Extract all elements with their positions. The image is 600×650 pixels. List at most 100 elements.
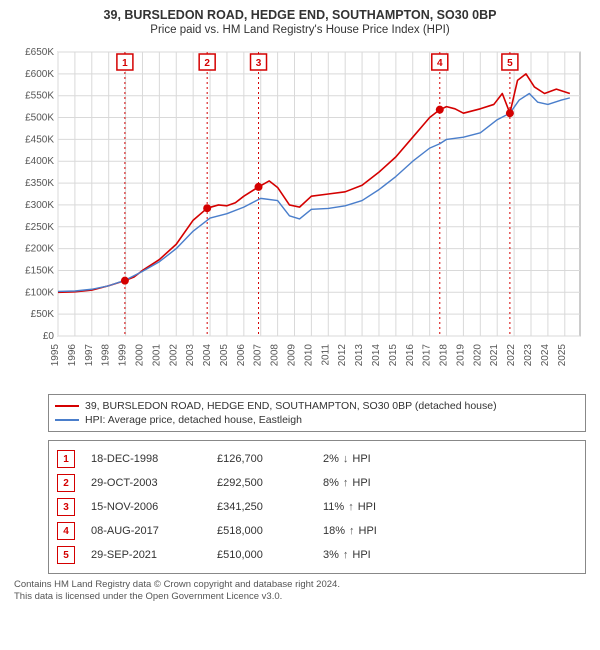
transaction-badge: 3: [57, 498, 75, 516]
footer-notice: Contains HM Land Registry data © Crown c…: [14, 579, 586, 604]
svg-text:2014: 2014: [371, 344, 382, 367]
arrow-up-icon: ↑: [349, 525, 355, 537]
arrow-up-icon: ↑: [343, 477, 349, 489]
delta-suffix: HPI: [359, 525, 377, 537]
legend-label: HPI: Average price, detached house, East…: [85, 414, 302, 426]
chart-area: £0 £50K £100K £150K £200K £250K £300K £350K £400…: [10, 46, 590, 386]
transaction-badge: 4: [57, 522, 75, 540]
svg-text:2006: 2006: [236, 344, 247, 367]
transaction-date: 29-SEP-2021: [91, 549, 211, 561]
svg-text:1995: 1995: [50, 344, 61, 367]
svg-text:2016: 2016: [405, 344, 416, 367]
svg-text:£500K: £500K: [25, 113, 54, 124]
transaction-date: 18-DEC-1998: [91, 453, 211, 465]
transaction-date: 08-AUG-2017: [91, 525, 211, 537]
svg-text:£350K: £350K: [25, 178, 54, 189]
transaction-price: £518,000: [217, 525, 317, 537]
svg-text:£400K: £400K: [25, 156, 54, 167]
svg-text:£150K: £150K: [25, 265, 54, 276]
legend-row: 39, BURSLEDON ROAD, HEDGE END, SOUTHAMPT…: [55, 399, 579, 413]
svg-text:2007: 2007: [253, 344, 264, 367]
svg-text:2012: 2012: [337, 344, 348, 367]
svg-text:1999: 1999: [118, 344, 129, 367]
transaction-badge: 2: [57, 474, 75, 492]
svg-text:2009: 2009: [287, 344, 298, 367]
svg-text:2017: 2017: [422, 344, 433, 367]
transaction-row: 4 08-AUG-2017 £518,000 18% ↑ HPI: [57, 519, 577, 543]
svg-text:2018: 2018: [439, 344, 450, 367]
transaction-delta: 3% ↑HPI: [323, 549, 423, 561]
svg-text:2021: 2021: [489, 344, 500, 367]
delta-pct: 8%: [323, 477, 339, 489]
svg-text:2004: 2004: [202, 344, 213, 367]
transaction-row: 229-OCT-2003£292,5008%↑HPI: [57, 471, 577, 495]
transaction-delta: 18% ↑ HPI: [323, 525, 423, 537]
svg-text:2019: 2019: [455, 344, 466, 367]
transaction-row: 5 29-SEP-2021 £510,000 3% ↑HPI: [57, 543, 577, 567]
svg-text:£550K: £550K: [25, 91, 54, 102]
arrow-down-icon: ↓: [343, 453, 349, 465]
svg-text:2000: 2000: [134, 344, 145, 367]
svg-text:2011: 2011: [320, 344, 331, 366]
svg-text:2001: 2001: [151, 344, 162, 367]
chart-container: 39, BURSLEDON ROAD, HEDGE END, SOUTHAMPT…: [0, 0, 600, 650]
svg-text:4: 4: [437, 58, 443, 69]
delta-pct: 18%: [323, 525, 345, 537]
svg-text:£200K: £200K: [25, 244, 54, 255]
svg-text:£300K: £300K: [25, 200, 54, 211]
svg-text:2005: 2005: [219, 344, 230, 367]
delta-pct: 3%: [323, 549, 339, 561]
transaction-delta: 11% ↑ HPI: [323, 501, 423, 513]
transaction-delta: 2% ↓HPI: [323, 453, 423, 465]
delta-pct: 11%: [323, 501, 344, 513]
legend-box: 39, BURSLEDON ROAD, HEDGE END, SOUTHAMPT…: [48, 394, 586, 432]
arrow-up-icon: ↑: [343, 549, 349, 561]
price-chart-svg: £0 £50K £100K £150K £200K £250K £300K £350K £400…: [10, 46, 590, 386]
transaction-date: 15-NOV-2006: [91, 501, 211, 513]
svg-text:2013: 2013: [354, 344, 365, 367]
svg-text:£100K: £100K: [25, 287, 54, 298]
delta-pct: 2%: [323, 453, 339, 465]
svg-text:£50K: £50K: [31, 309, 55, 320]
transaction-badge: 5: [57, 546, 75, 564]
arrow-up-icon: ↑: [348, 501, 354, 513]
svg-text:£650K: £650K: [25, 47, 54, 58]
svg-text:2020: 2020: [472, 344, 483, 367]
svg-text:2010: 2010: [303, 344, 314, 367]
svg-text:£450K: £450K: [25, 134, 54, 145]
transaction-badge: 1: [57, 450, 75, 468]
footer-line-1: Contains HM Land Registry data © Crown c…: [14, 579, 586, 591]
transaction-price: £510,000: [217, 549, 317, 561]
svg-text:2025: 2025: [557, 344, 568, 367]
svg-text:1996: 1996: [67, 344, 78, 367]
transaction-row: 3 15-NOV-2006 £341,250 11% ↑ HPI: [57, 495, 577, 519]
delta-suffix: HPI: [352, 453, 370, 465]
transaction-price: £126,700: [217, 453, 317, 465]
title-main: 39, BURSLEDON ROAD, HEDGE END, SOUTHAMPT…: [10, 8, 590, 22]
svg-text:2022: 2022: [506, 344, 517, 367]
footer-line-2: This data is licensed under the Open Gov…: [14, 591, 586, 603]
svg-text:1997: 1997: [84, 344, 95, 367]
svg-text:2024: 2024: [540, 344, 551, 367]
transaction-price: £341,250: [217, 501, 317, 513]
svg-text:5: 5: [507, 58, 513, 69]
title-sub: Price paid vs. HM Land Registry's House …: [10, 24, 590, 36]
transaction-row: 1 18-DEC-1998 £126,700 2% ↓HPI: [57, 447, 577, 471]
svg-text:3: 3: [256, 58, 262, 69]
legend-row: HPI: Average price, detached house, East…: [55, 413, 579, 427]
transactions-table: 118-DEC-1998£126,7002%↓HPI229-OCT-2003£2…: [48, 440, 586, 574]
svg-text:1998: 1998: [101, 344, 112, 367]
transaction-delta: 8% ↑HPI: [323, 477, 423, 489]
legend-label: 39, BURSLEDON ROAD, HEDGE END, SOUTHAMPT…: [85, 400, 497, 412]
svg-text:£0: £0: [43, 331, 55, 342]
delta-suffix: HPI: [352, 549, 370, 561]
svg-text:2008: 2008: [270, 344, 281, 367]
svg-text:1: 1: [122, 58, 128, 69]
svg-text:2015: 2015: [388, 344, 399, 367]
delta-suffix: HPI: [352, 477, 370, 489]
svg-text:£250K: £250K: [25, 222, 54, 233]
legend-swatch: [55, 405, 79, 407]
transaction-date: 29-OCT-2003: [91, 477, 211, 489]
delta-suffix: HPI: [358, 501, 376, 513]
svg-text:2002: 2002: [168, 344, 179, 367]
